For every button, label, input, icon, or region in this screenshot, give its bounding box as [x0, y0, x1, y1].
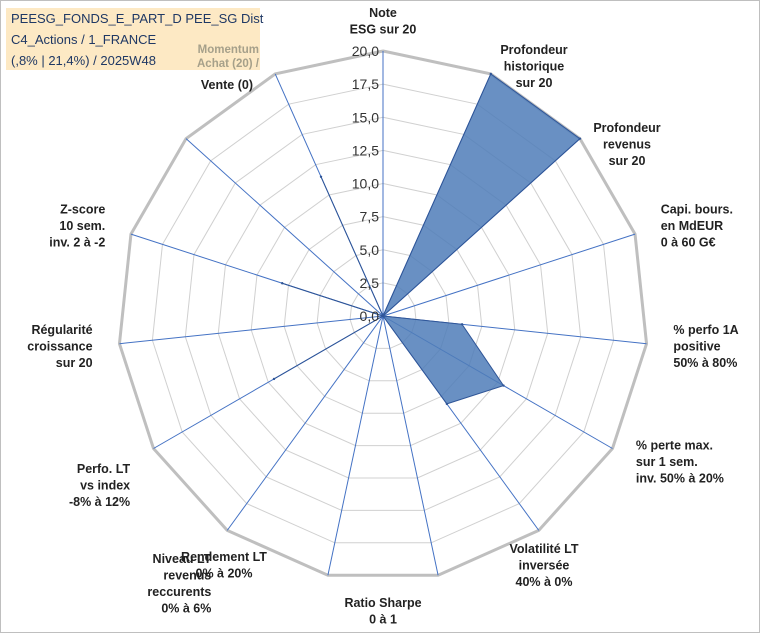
data-point	[460, 323, 464, 326]
axis-spoke	[119, 315, 384, 345]
axis-label: Rendement LT 0% à 20%	[181, 550, 267, 581]
data-point	[445, 402, 449, 406]
axis-spoke	[185, 138, 384, 317]
axis-label-line: inv. 2 à -2	[49, 235, 105, 249]
axis-label: Volatilité LT inversée 40% à 0%	[510, 542, 579, 589]
axis-label-line: Capi. bours.	[661, 202, 733, 216]
radar-grid	[117, 49, 649, 577]
axis-label-line: 0 à 1	[369, 613, 397, 627]
axis-label-line: ESG sur 20	[350, 23, 417, 37]
axis-label-line: Ratio Sharpe	[344, 596, 421, 610]
axis-labels: Note ESG sur 20 Profondeur historique sur 20…	[27, 6, 738, 627]
axis-label-line: revenus	[163, 569, 211, 583]
radial-tick-labels: 0,0 2,5 5,0 7,5 10,0 12,5 15,0 17,5 20,0	[352, 43, 379, 324]
axis-label-line: 40% à 0%	[516, 575, 573, 589]
fund-title-box: PEESG_FONDS_E_PART_D PEE_SG Dist C4_Acti…	[6, 8, 264, 70]
axis-label-line: % perte max.	[636, 439, 713, 453]
axis-label-line: vs index	[80, 479, 130, 493]
data-point	[272, 377, 276, 381]
axis-label-line: revenus	[603, 138, 651, 152]
axis-label-line: historique	[504, 60, 564, 74]
axis-label: Capi. bours. en MdEUR 0 à 60 G€	[661, 202, 733, 249]
axis-label: % perte max. sur 1 sem. inv. 50% à 20%	[636, 439, 724, 486]
fund-title-line-2: C4_Actions / 1_FRANCE	[11, 32, 157, 47]
data-point	[381, 314, 385, 318]
fund-title-line-3: (,8% | 21,4%) / 2025W48	[11, 53, 157, 68]
tick-label: 20,0	[352, 43, 379, 59]
axis-label-line: Volatilité LT	[510, 542, 579, 556]
axis-label: Note ESG sur 20	[350, 6, 417, 37]
axis-label-line: 0% à 6%	[161, 602, 211, 616]
axis-label-line: inv. 50% à 20%	[636, 472, 724, 486]
grid-ring	[250, 182, 516, 447]
axis-label: % perfo 1A positive 50% à 80%	[673, 323, 738, 370]
tick-label: 10,0	[352, 176, 379, 192]
axis-label-line: reccurents	[147, 585, 211, 599]
radar-series	[272, 72, 582, 406]
grid-ring	[184, 116, 582, 511]
tick-label: 2,5	[360, 275, 380, 291]
axis-spoke	[382, 315, 439, 576]
data-point	[280, 282, 284, 285]
grid-ring	[217, 149, 549, 479]
data-point	[578, 137, 582, 140]
momentum-label-line-1: Momentum	[197, 44, 259, 56]
axis-label-line: Z-score	[60, 202, 105, 216]
grid-ring	[117, 49, 649, 577]
fund-title-line-1: PEESG_FONDS_E_PART_D PEE_SG Dist	[11, 11, 264, 26]
axis-label-line: Profondeur	[500, 43, 567, 57]
axis-label-line: % perfo 1A	[673, 323, 738, 337]
axis-label-line: Régularité	[31, 323, 92, 337]
data-point	[319, 175, 323, 178]
grid-ring	[151, 83, 615, 544]
grid-ring	[316, 249, 450, 382]
axis-label-line: 50% à 80%	[673, 356, 737, 370]
axis-label: Z-score 10 sem. inv. 2 à -2	[49, 202, 105, 249]
axis-spoke	[382, 233, 636, 317]
axis-label-line: sur 20	[56, 356, 93, 370]
axis-label-line: 10 sem.	[59, 219, 105, 233]
axis-label: Profondeur historique sur 20	[500, 43, 567, 90]
axis-label: Vente (0)	[201, 78, 253, 92]
tick-label: 17,5	[352, 76, 379, 92]
data-point	[502, 384, 505, 387]
axis-label-line: inversée	[519, 559, 570, 573]
tick-label: 7,5	[360, 209, 380, 225]
tick-label: 0,0	[360, 308, 380, 324]
axis-label: Niveau LT revenus reccurents 0% à 6%	[147, 552, 211, 616]
axis-label-line: Vente (0)	[201, 78, 253, 92]
momentum-label-line-2: Achat (20) /	[197, 58, 259, 70]
axis-label-line: sur 20	[609, 154, 646, 168]
axis-label: Profondeur revenus sur 20	[593, 121, 660, 168]
axis-label-line: 0% à 20%	[196, 567, 253, 581]
axis-label-line: Rendement LT	[181, 550, 267, 564]
grid-ring	[349, 282, 417, 349]
axis-label-line: en MdEUR	[661, 219, 724, 233]
axis-label-line: positive	[673, 340, 720, 354]
data-point	[489, 72, 492, 76]
tick-label: 5,0	[360, 242, 380, 258]
axis-label-line: Perfo. LT	[77, 462, 131, 476]
grid-ring	[283, 216, 483, 414]
axis-label-line: 0 à 60 G€	[661, 235, 716, 249]
axis-label-line: -8% à 12%	[69, 495, 130, 509]
axis-spoke	[226, 315, 384, 531]
momentum-label: Momentum Achat (20) /	[179, 43, 259, 71]
tick-label: 12,5	[352, 142, 379, 158]
axis-label: Régularité croissance sur 20	[27, 323, 92, 370]
axis-label: Perfo. LT vs index -8% à 12%	[69, 462, 131, 509]
axis-label-line: Niveau LT	[153, 552, 212, 566]
axis-spoke	[327, 315, 384, 576]
series-area	[273, 73, 581, 405]
axis-label-line: Note	[369, 6, 397, 20]
tick-label: 15,0	[352, 109, 379, 125]
axis-label-line: croissance	[27, 340, 92, 354]
axis-label-line: sur 20	[516, 76, 553, 90]
axis-label: Ratio Sharpe 0 à 1	[344, 596, 421, 627]
axis-label-line: sur 1 sem.	[636, 455, 698, 469]
axis-label-line: Profondeur	[593, 121, 660, 135]
